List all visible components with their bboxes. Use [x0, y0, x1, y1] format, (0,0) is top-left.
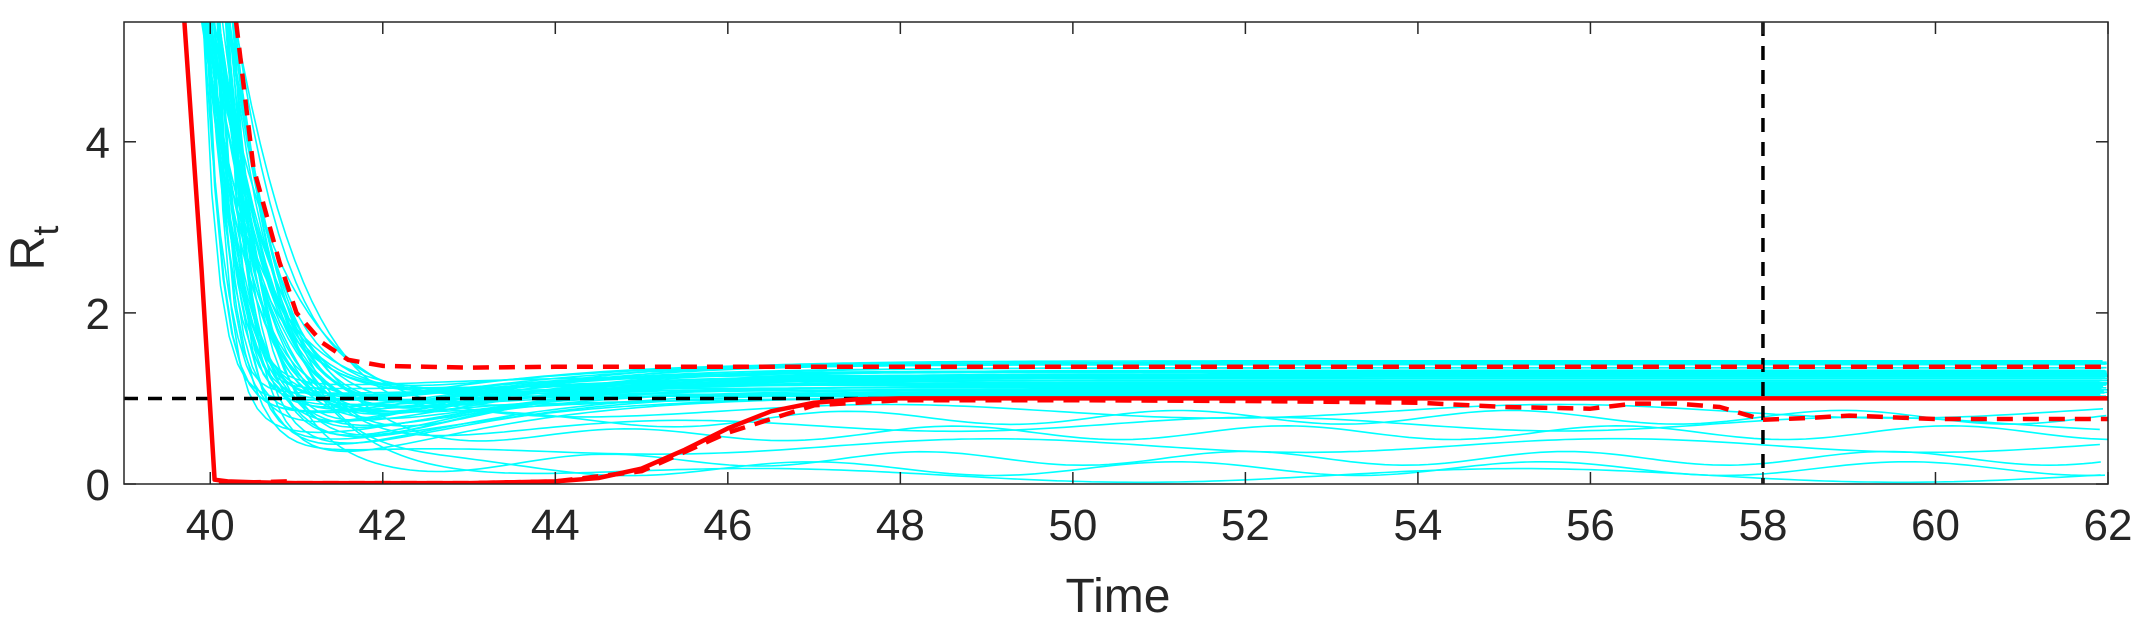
ensemble-line	[218, 23, 2100, 437]
y-axis-label-main: R	[2, 236, 55, 271]
ensemble-line	[206, 22, 2105, 413]
x-tick-labels: 40 42 44 46 48 50 52 54 56 58 60 62	[186, 501, 2133, 550]
x-tick-label: 50	[1048, 501, 1097, 550]
ensemble-line	[233, 22, 2106, 403]
x-tick-label: 60	[1911, 501, 1960, 550]
ensemble-line	[217, 22, 2107, 414]
ensemble-line	[200, 22, 2100, 390]
ensemble-line	[203, 22, 2102, 420]
x-tick-label: 46	[703, 501, 752, 550]
ensemble-line	[208, 22, 2107, 387]
ensemble-line	[216, 22, 2107, 394]
ensemble-line	[226, 22, 2108, 437]
ensemble-line	[232, 27, 2106, 477]
y-axis-label-subscript: t	[25, 226, 66, 236]
ensemble-line	[225, 22, 2108, 406]
ensemble-line	[212, 22, 2103, 409]
ensemble-line	[233, 22, 2107, 415]
ensemble-line	[231, 22, 2105, 403]
ensemble-line	[218, 22, 2101, 400]
ensemble-line	[218, 22, 2100, 406]
y-tick-label: 4	[86, 119, 110, 168]
x-tick-label: 62	[2084, 501, 2133, 550]
x-axis-label: Time	[1066, 570, 1171, 623]
ensemble-line	[228, 22, 2101, 473]
ensemble-line	[219, 22, 2101, 406]
ensemble-line	[202, 22, 2101, 401]
ensemble-line	[225, 22, 2107, 397]
ensemble-line	[233, 22, 2107, 390]
x-tick-label: 40	[186, 501, 235, 550]
ensemble-line	[202, 22, 2101, 484]
ensemble-line	[213, 22, 2104, 411]
y-tick-labels: 0 2 4	[86, 119, 110, 510]
ensemble-line	[233, 22, 2107, 428]
x-tick-label: 52	[1221, 501, 1270, 550]
estimate-lines	[182, 22, 2108, 484]
ensemble-line	[221, 22, 2103, 404]
x-tick-label: 44	[531, 501, 580, 550]
x-tick-label: 58	[1738, 501, 1787, 550]
estimate-dashed-line	[233, 22, 2108, 370]
ensemble-line	[210, 22, 2100, 408]
axes	[123, 21, 2109, 485]
y-tick-label: 2	[86, 290, 110, 339]
ensemble-line	[209, 22, 2108, 442]
ensemble-line	[217, 22, 2108, 386]
x-tick-label: 42	[358, 501, 407, 550]
ensemble-line	[207, 22, 2106, 408]
ensemble-line	[209, 22, 2108, 396]
estimate-dashed-line	[218, 397, 2108, 484]
ensemble-line	[224, 22, 2107, 453]
ensemble-line	[208, 22, 2107, 398]
ensemble-line	[211, 22, 2102, 401]
ensemble-line	[206, 22, 2105, 412]
ensemble-lines	[200, 22, 2108, 484]
ensemble-line	[205, 22, 2104, 413]
plot-frame	[123, 21, 2109, 485]
ensemble-line	[234, 22, 2108, 394]
ensemble-line	[227, 22, 2101, 402]
ensemble-line	[213, 22, 2104, 446]
ensemble-line	[218, 22, 2108, 393]
ensemble-line	[201, 22, 2101, 396]
ensemble-line	[206, 22, 2105, 400]
y-tick-label: 0	[86, 461, 110, 510]
x-tick-label: 56	[1566, 501, 1615, 550]
ensemble-line	[204, 22, 2103, 413]
ensemble-line	[213, 22, 2104, 434]
ensemble-line	[213, 22, 2104, 419]
ensemble-line	[204, 22, 2103, 423]
ensemble-line	[229, 22, 2102, 398]
ensemble-line	[210, 22, 2100, 456]
y-axis-label: Rt	[2, 226, 66, 271]
ensemble-line	[216, 22, 2107, 413]
ensemble-line	[228, 22, 2102, 404]
x-tick-label: 54	[1393, 501, 1442, 550]
ensemble-line	[216, 22, 2107, 408]
x-tick-label: 48	[876, 501, 925, 550]
ensemble-line	[216, 22, 2107, 415]
